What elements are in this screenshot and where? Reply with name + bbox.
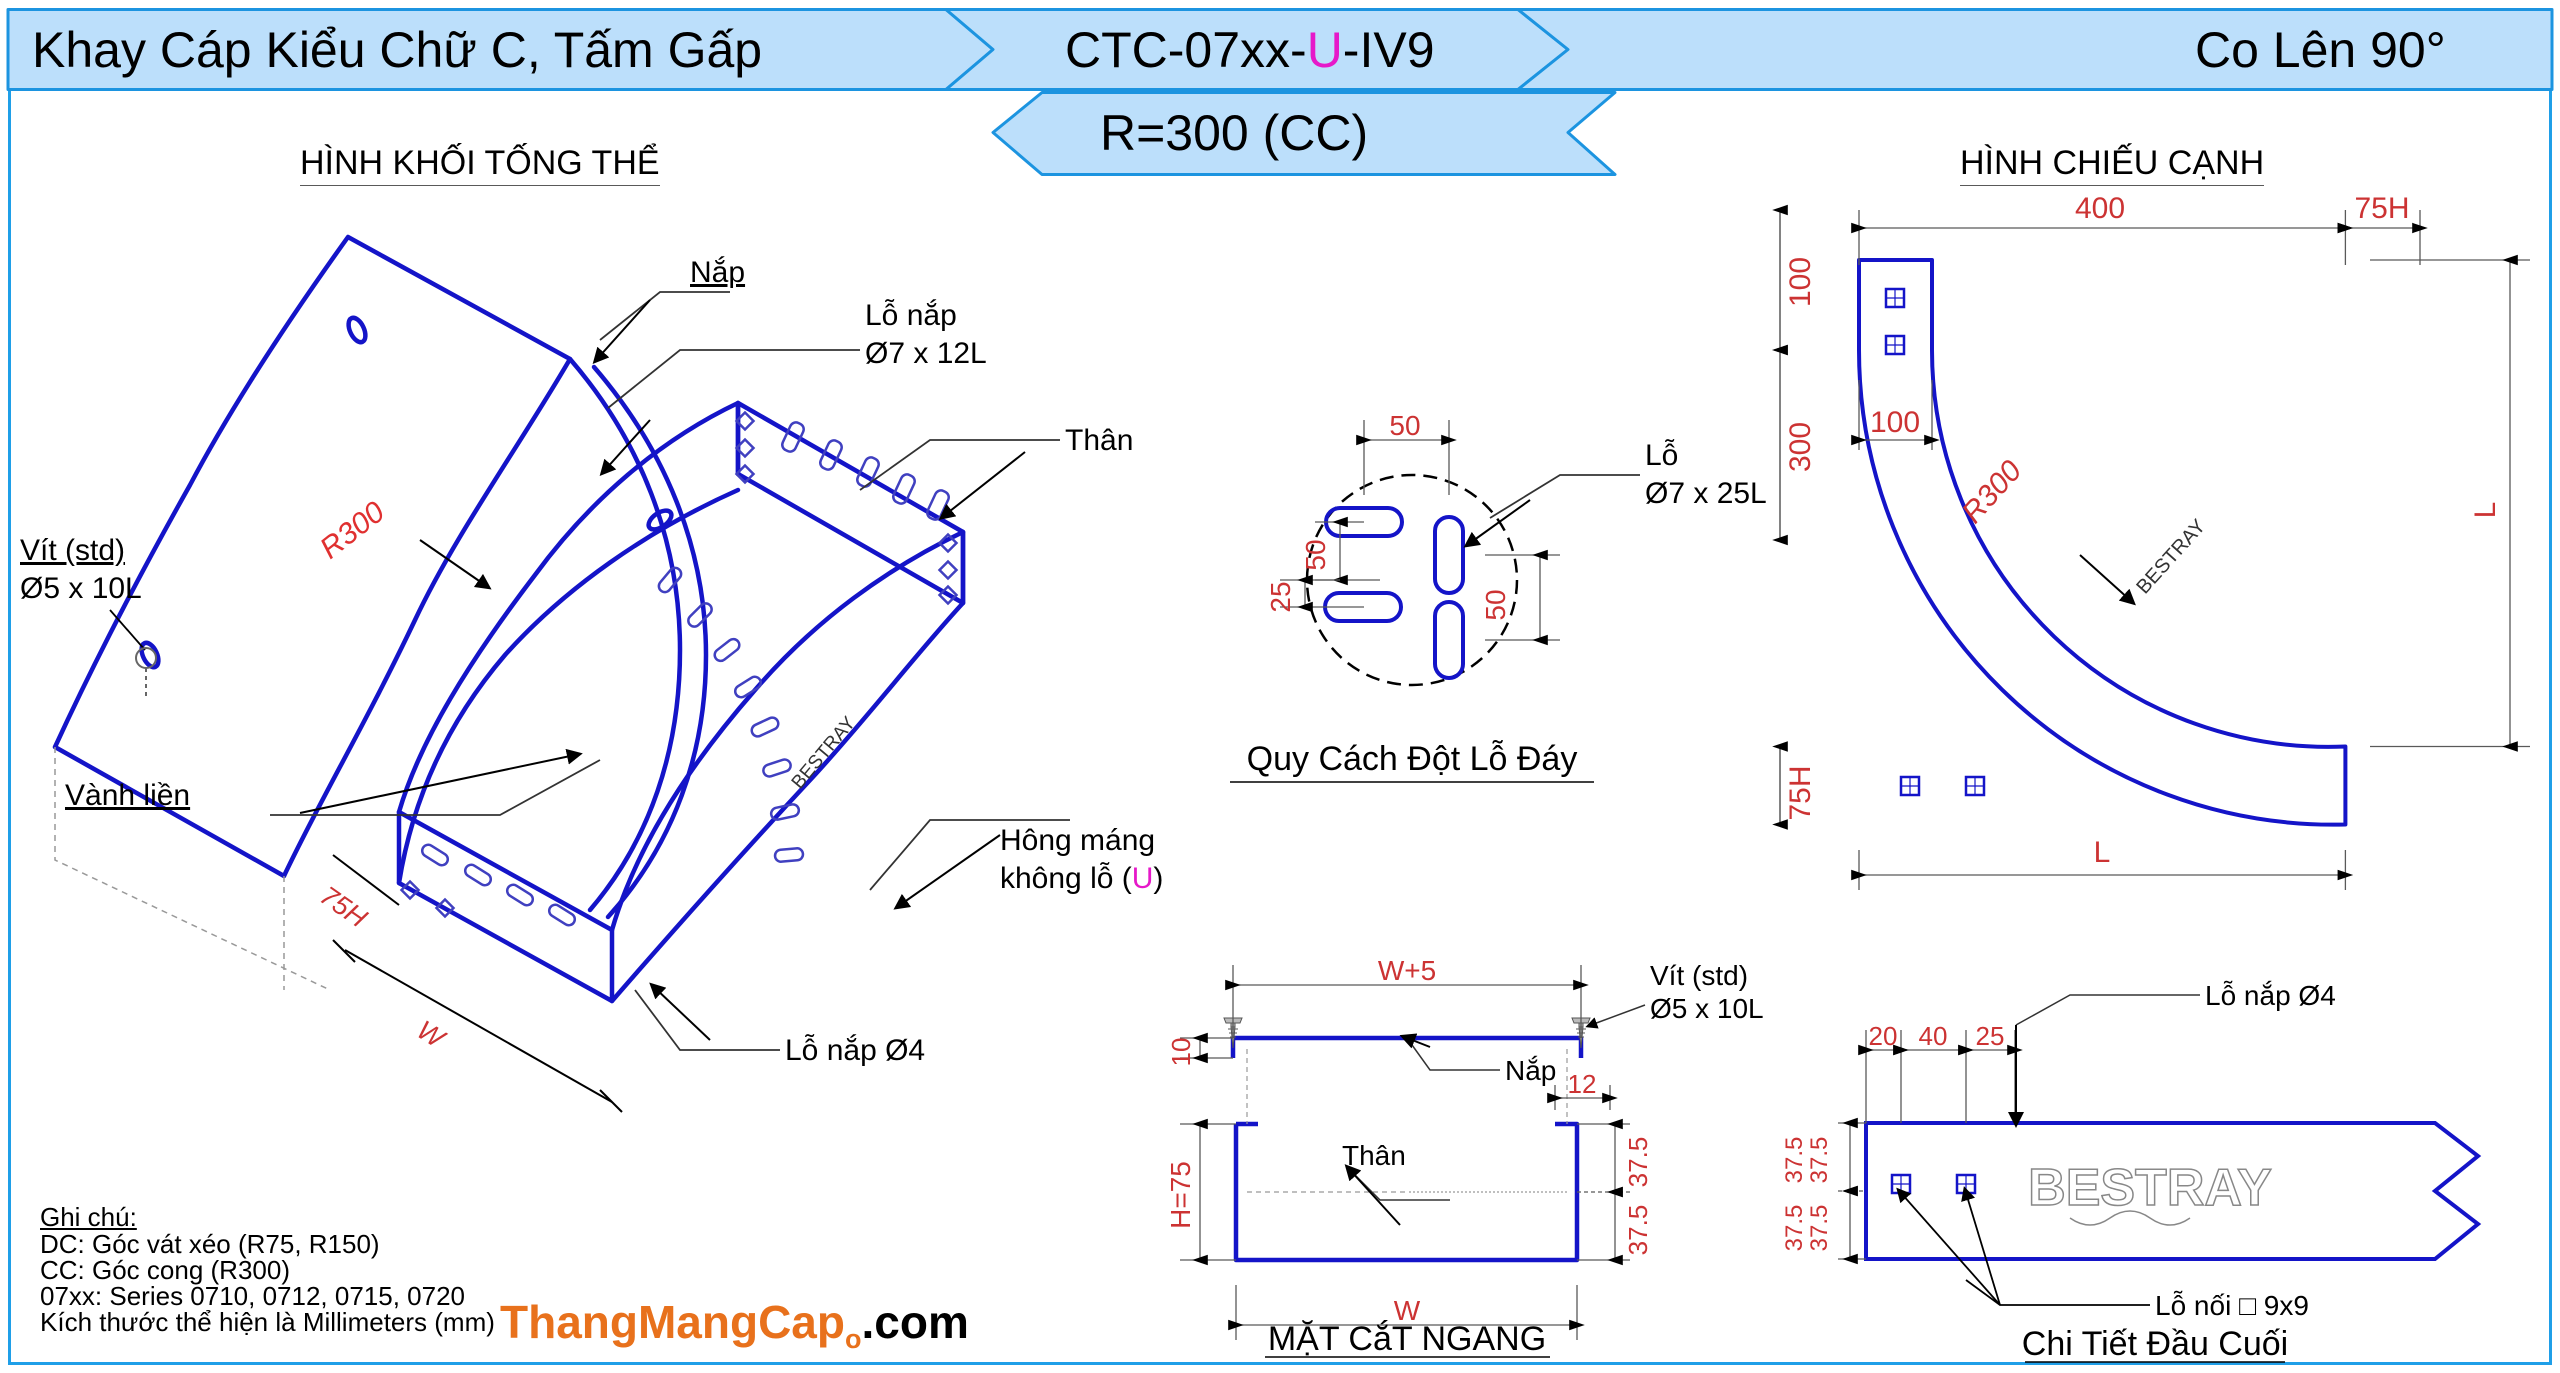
svg-text:20: 20 <box>1869 1021 1898 1051</box>
svg-text:W: W <box>412 1015 452 1055</box>
svg-text:BESTRAY: BESTRAY <box>2132 515 2210 598</box>
svg-text:37.5: 37.5 <box>1806 1205 1833 1252</box>
svg-text:75H: 75H <box>2354 192 2409 225</box>
svg-text:W+5: W+5 <box>1378 955 1436 986</box>
svg-text:BESTRAY: BESTRAY <box>2028 1159 2272 1217</box>
svg-text:Vành liền: Vành liền <box>65 779 190 812</box>
svg-text:Nắp: Nắp <box>1505 1055 1556 1086</box>
svg-text:Hông máng: Hông máng <box>1000 824 1155 857</box>
svg-text:BESTRAY: BESTRAY <box>788 713 860 794</box>
svg-text:L: L <box>2469 502 2502 519</box>
svg-text:không lỗ (U): không lỗ (U) <box>1000 862 1163 895</box>
svg-text:Thân: Thân <box>1065 424 1133 457</box>
svg-text:Ø7 x 25L: Ø7 x 25L <box>1645 477 1767 510</box>
svg-text:400: 400 <box>2075 192 2125 225</box>
svg-text:MẶT CắT NGANG: MẶT CắT NGANG <box>1268 1320 1546 1358</box>
svg-text:Vít (std): Vít (std) <box>20 534 125 567</box>
svg-text:Ø7 x 12L: Ø7 x 12L <box>865 337 987 370</box>
svg-text:100: 100 <box>1784 257 1817 307</box>
svg-text:50: 50 <box>1480 589 1511 620</box>
svg-text:300: 300 <box>1784 422 1817 472</box>
svg-text:75H: 75H <box>315 880 373 933</box>
svg-text:R300: R300 <box>1956 454 2029 530</box>
svg-text:10: 10 <box>1166 1038 1196 1067</box>
svg-text:50: 50 <box>1389 410 1420 441</box>
svg-text:50: 50 <box>1300 539 1331 570</box>
svg-text:Lỗ nắp Ø4: Lỗ nắp Ø4 <box>785 1034 925 1067</box>
svg-text:Ø5 x 10L: Ø5 x 10L <box>20 572 142 605</box>
svg-text:Lỗ: Lỗ <box>1645 439 1678 472</box>
svg-text:R300: R300 <box>314 495 391 565</box>
svg-text:37.5: 37.5 <box>1623 1205 1653 1256</box>
svg-text:100: 100 <box>1870 406 1920 439</box>
svg-text:H=75: H=75 <box>1165 1161 1196 1229</box>
svg-text:25: 25 <box>1265 581 1296 612</box>
svg-text:40: 40 <box>1919 1021 1948 1051</box>
svg-text:Lỗ nắp Ø4: Lỗ nắp Ø4 <box>2205 980 2336 1011</box>
svg-text:Chi Tiết Đầu Cuối: Chi Tiết Đầu Cuối <box>2022 1325 2288 1363</box>
svg-text:75H: 75H <box>1784 765 1817 820</box>
svg-text:37.5: 37.5 <box>1623 1137 1653 1188</box>
svg-text:Lỗ nối □ 9x9: Lỗ nối □ 9x9 <box>2155 1290 2309 1321</box>
svg-text:37.5: 37.5 <box>1806 1137 1833 1184</box>
svg-text:Thân: Thân <box>1342 1140 1406 1171</box>
svg-text:Quy Cách Đột Lỗ Đáy: Quy Cách Đột Lỗ Đáy <box>1247 740 1578 778</box>
svg-text:25: 25 <box>1976 1021 2005 1051</box>
svg-text:L: L <box>2094 836 2111 869</box>
svg-text:12: 12 <box>1568 1069 1597 1099</box>
svg-text:Nắp: Nắp <box>690 256 745 289</box>
svg-text:Ø5 x 10L: Ø5 x 10L <box>1650 993 1764 1024</box>
svg-text:Vít (std): Vít (std) <box>1650 960 1748 991</box>
svg-text:Lỗ nắp: Lỗ nắp <box>865 299 957 332</box>
